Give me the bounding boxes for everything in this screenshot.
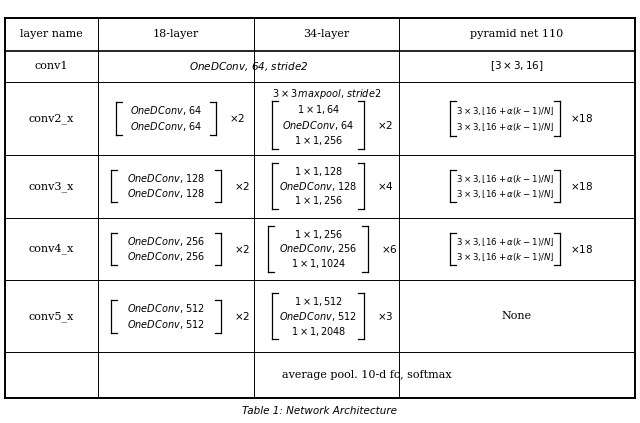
Text: $3 \times 3, \lfloor 16 + \alpha(k-1)/N \rfloor$: $3 \times 3, \lfloor 16 + \alpha(k-1)/N … xyxy=(456,104,554,117)
Text: Table 1: Network Architecture: Table 1: Network Architecture xyxy=(243,406,397,416)
Text: conv3_x: conv3_x xyxy=(29,181,74,192)
Text: $\times 18$: $\times 18$ xyxy=(570,113,593,124)
Text: $3 \times 3, \lfloor 16 + \alpha(k-1)/N \rfloor$: $3 \times 3, \lfloor 16 + \alpha(k-1)/N … xyxy=(456,250,554,263)
Text: $1 \times 1, 512$: $1 \times 1, 512$ xyxy=(294,295,343,308)
Text: $1 \times 1, 64$: $1 \times 1, 64$ xyxy=(297,103,340,116)
Text: $\mathit{OneDConv}$, 256: $\mathit{OneDConv}$, 256 xyxy=(127,250,205,263)
Text: $\times 2$: $\times 2$ xyxy=(234,310,250,322)
Text: conv2_x: conv2_x xyxy=(29,113,74,124)
Text: $\times 18$: $\times 18$ xyxy=(570,243,593,255)
Text: $\times 2$: $\times 2$ xyxy=(378,119,394,131)
Text: pyramid net 110: pyramid net 110 xyxy=(470,29,563,39)
Text: $[3 \times 3, 16]$: $[3 \times 3, 16]$ xyxy=(490,59,544,73)
Text: $\mathit{OneDConv}$, 64: $\mathit{OneDConv}$, 64 xyxy=(130,104,202,117)
Text: $\times 2$: $\times 2$ xyxy=(229,113,245,124)
Text: 34-layer: 34-layer xyxy=(303,29,349,39)
Text: $3 \times 3, \lfloor 16 + \alpha(k-1)/N \rfloor$: $3 \times 3, \lfloor 16 + \alpha(k-1)/N … xyxy=(456,120,554,133)
Text: $1 \times 1, 256$: $1 \times 1, 256$ xyxy=(294,195,343,207)
Text: conv1: conv1 xyxy=(35,61,68,71)
Text: $1 \times 1, 128$: $1 \times 1, 128$ xyxy=(294,165,343,178)
Text: $3 \times 3, \lfloor 16 + \alpha(k-1)/N \rfloor$: $3 \times 3, \lfloor 16 + \alpha(k-1)/N … xyxy=(456,235,554,247)
Text: $\mathit{OneDConv}$, 64, $\mathit{stride}$2: $\mathit{OneDConv}$, 64, $\mathit{stride… xyxy=(189,60,308,73)
Text: $3 \times 3, \lfloor 16 + \alpha(k-1)/N \rfloor$: $3 \times 3, \lfloor 16 + \alpha(k-1)/N … xyxy=(456,187,554,201)
Text: $\mathit{OneDConv}$, 64: $\mathit{OneDConv}$, 64 xyxy=(282,119,355,132)
Text: $\times 2$: $\times 2$ xyxy=(234,243,250,255)
Text: conv5_x: conv5_x xyxy=(29,311,74,321)
Text: conv4_x: conv4_x xyxy=(29,244,74,254)
Text: $\mathit{OneDConv}$, 64: $\mathit{OneDConv}$, 64 xyxy=(130,120,202,132)
Text: $\times 2$: $\times 2$ xyxy=(234,180,250,192)
Text: 18-layer: 18-layer xyxy=(153,29,199,39)
Text: $1 \times 1, 2048$: $1 \times 1, 2048$ xyxy=(291,324,346,338)
Text: $\mathit{OneDConv}$, 512: $\mathit{OneDConv}$, 512 xyxy=(127,318,205,330)
Text: $\times 18$: $\times 18$ xyxy=(570,180,593,192)
Text: $\mathit{OneDConv}$, 128: $\mathit{OneDConv}$, 128 xyxy=(279,180,357,192)
Text: average pool. 10-d fc, softmax: average pool. 10-d fc, softmax xyxy=(282,370,451,380)
Text: $1 \times 1, 256$: $1 \times 1, 256$ xyxy=(294,135,343,147)
Text: $3 \times 3\,\mathit{maxpool}$, $\mathit{stride}$2: $3 \times 3\,\mathit{maxpool}$, $\mathit… xyxy=(271,87,381,101)
Text: layer name: layer name xyxy=(20,29,83,39)
Text: None: None xyxy=(502,311,532,321)
Text: $\mathit{OneDConv}$, 512: $\mathit{OneDConv}$, 512 xyxy=(127,302,205,315)
Text: $\mathit{OneDConv}$, 256: $\mathit{OneDConv}$, 256 xyxy=(279,242,357,255)
Text: $\times 6$: $\times 6$ xyxy=(381,243,398,255)
Text: $\mathit{OneDConv}$, 512: $\mathit{OneDConv}$, 512 xyxy=(279,310,357,323)
Text: $\mathit{OneDConv}$, 128: $\mathit{OneDConv}$, 128 xyxy=(127,172,205,185)
Text: $1 \times 1, 256$: $1 \times 1, 256$ xyxy=(294,228,343,241)
Text: $3 \times 3, \lfloor 16 + \alpha(k-1)/N \rfloor$: $3 \times 3, \lfloor 16 + \alpha(k-1)/N … xyxy=(456,172,554,185)
Text: $\mathit{OneDConv}$, 128: $\mathit{OneDConv}$, 128 xyxy=(127,187,205,201)
Text: $\times 3$: $\times 3$ xyxy=(378,310,394,322)
Text: $\times 4$: $\times 4$ xyxy=(378,180,394,192)
Text: $\mathit{OneDConv}$, 256: $\mathit{OneDConv}$, 256 xyxy=(127,235,205,247)
Text: $1 \times 1, 1024$: $1 \times 1, 1024$ xyxy=(291,257,346,270)
